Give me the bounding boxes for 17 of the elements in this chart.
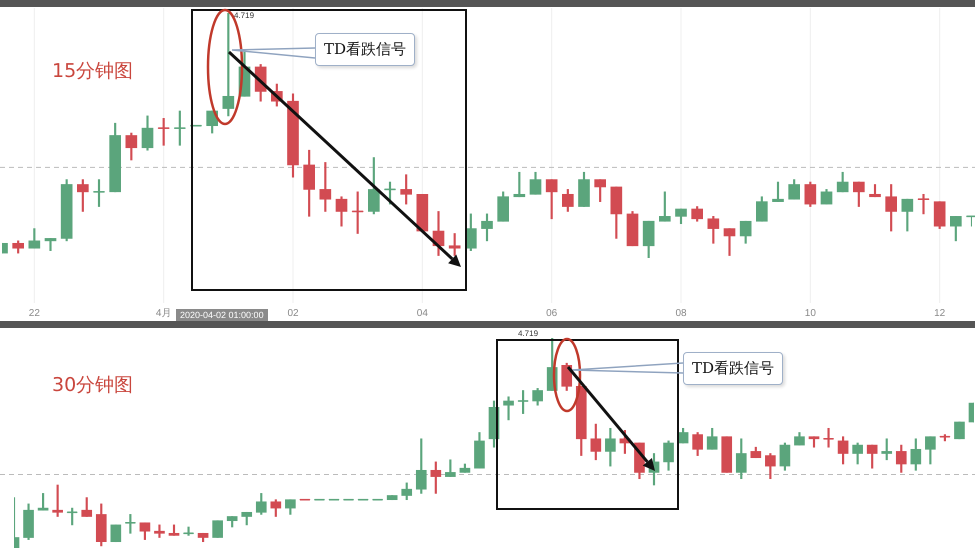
annotation: 4.719 <box>234 11 254 20</box>
x-tick-label: 10 <box>804 308 816 319</box>
x-tick-label: 4月 <box>156 308 172 319</box>
text: 30分钟图 <box>52 373 134 398</box>
text: 2020-04-02 01:00:00 <box>176 309 268 321</box>
annotation: TD看跌信号 <box>683 352 784 385</box>
x-tick-label: 04 <box>416 308 428 319</box>
x-tick-label: 02 <box>287 308 299 319</box>
candlestick <box>430 462 442 494</box>
text: 15分钟图 <box>52 59 134 84</box>
x-tick-label: 22 <box>28 308 40 319</box>
annotation: 4.719 <box>518 329 538 338</box>
candlestick <box>881 438 892 460</box>
x-tick-label: 12 <box>934 308 946 319</box>
x-tick-label: 08 <box>675 308 687 319</box>
x-tick-label: 06 <box>546 308 558 319</box>
annotation: TD看跌信号 <box>315 33 416 66</box>
